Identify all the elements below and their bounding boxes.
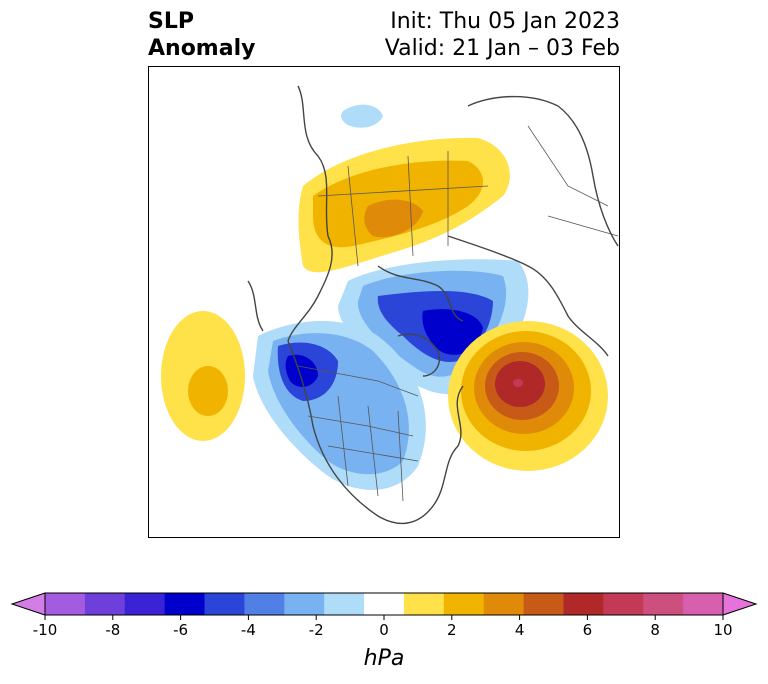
colorbar-segment (84, 593, 126, 615)
colorbar-tick-label: -2 (309, 621, 324, 639)
title-line-2: Anomaly (148, 36, 256, 61)
colorbar-extend-min (10, 592, 46, 616)
colorbar-tick-label: 10 (713, 621, 732, 639)
colorbar-segment (443, 593, 485, 615)
colorbar-segment (124, 593, 166, 615)
colorbar-tick-label: 0 (379, 621, 389, 639)
chart-title: SLP Anomaly (148, 8, 255, 62)
colorbar-segment (324, 593, 365, 615)
colorbar-segment (403, 593, 445, 615)
anomaly-map (148, 66, 620, 538)
north-pacific-high-anomaly (161, 311, 245, 441)
colorbar-segment (244, 593, 285, 615)
colorbar-tick-label: -8 (105, 621, 120, 639)
siberia-high-anomaly (298, 137, 510, 273)
north-atlantic-high-anomaly (448, 321, 608, 471)
colorbar-tick-label: 8 (650, 621, 660, 639)
colorbar-segment (483, 593, 525, 615)
colorbar: -10 -8 -6 -4 -2 0 2 4 6 8 10 (10, 592, 758, 639)
valid-range: Valid: 21 Jan – 03 Feb (384, 36, 620, 61)
colorbar-segment (204, 593, 245, 615)
country-borders (297, 125, 619, 502)
colorbar-tick-label: -4 (241, 621, 256, 639)
title-line-1: SLP (148, 9, 194, 34)
colorbar-tick-label: 6 (583, 621, 593, 639)
colorbar-segment (683, 593, 724, 615)
forecast-dates: Init: Thu 05 Jan 2023 Valid: 21 Jan – 03… (385, 8, 620, 62)
coastlines (247, 85, 619, 525)
colorbar-segment (164, 593, 206, 615)
colorbar-segment (563, 593, 604, 615)
colorbar-segment (364, 593, 405, 615)
colorbar-segment (284, 593, 325, 615)
colorbar-segment (603, 593, 644, 615)
colorbar-segment (643, 593, 684, 615)
colorbar-tick-label: -10 (33, 621, 58, 639)
colorbar-tick-label: -6 (173, 621, 188, 639)
colorbar-unit: hPa (363, 646, 405, 671)
init-date: Init: Thu 05 Jan 2023 (390, 9, 620, 34)
colorbar-segment (45, 593, 86, 615)
colorbar-segment (523, 593, 564, 615)
colorbar-tick-label: 2 (447, 621, 457, 639)
colorbar-extend-max (722, 592, 758, 616)
colorbar-tick-label: 4 (515, 621, 525, 639)
greenland-low-anomaly (341, 104, 383, 128)
